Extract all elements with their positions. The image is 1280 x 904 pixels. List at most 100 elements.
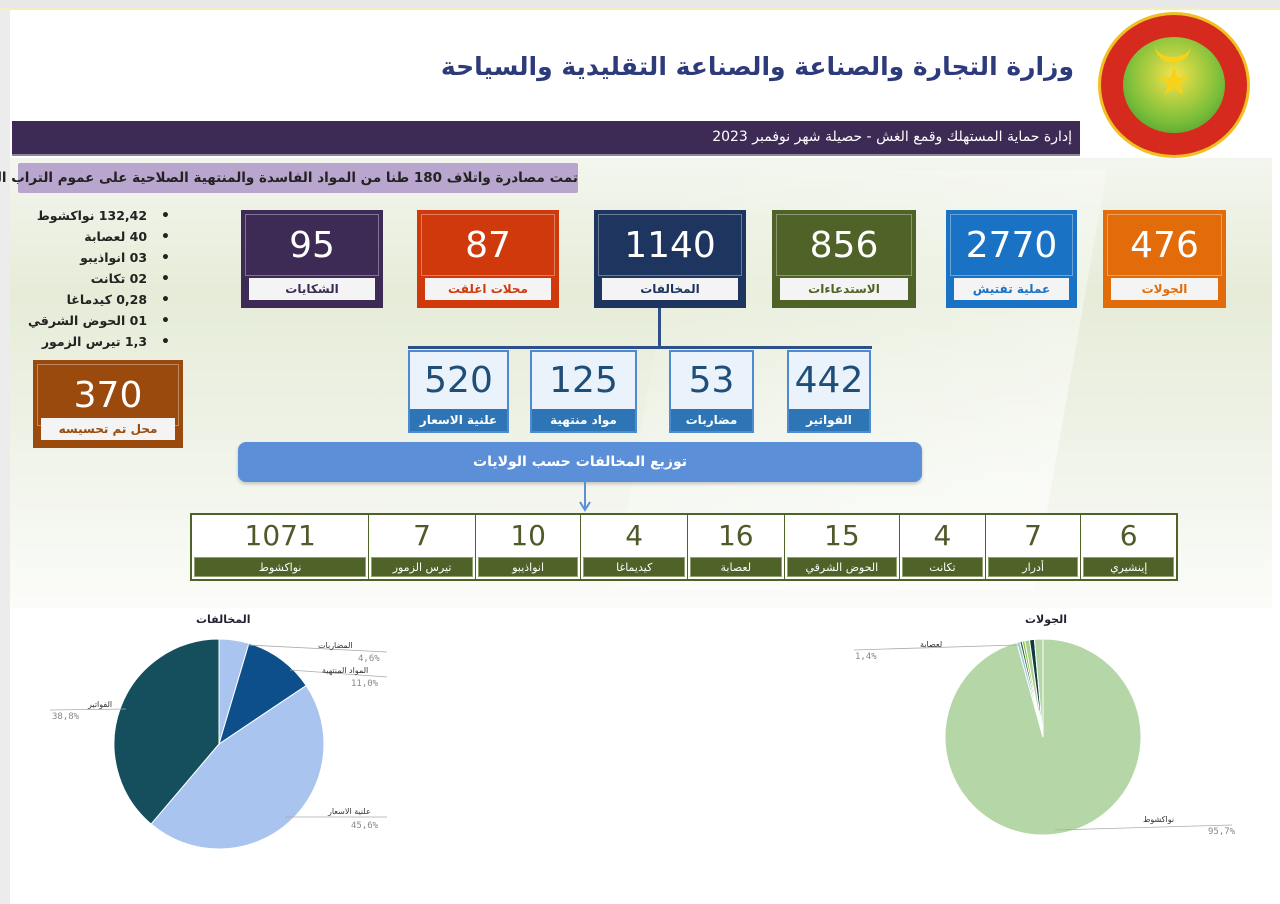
crescent-icon (1155, 45, 1191, 63)
wilaya-value: 4 (933, 519, 952, 552)
kpi-label: عملية تفتيش (954, 278, 1069, 300)
distribution-title: توزيع المخالفات حسب الولايات (238, 442, 922, 482)
wilaya-column: 1071 نواكشوط (192, 515, 368, 579)
wilaya-value: 15 (824, 519, 860, 552)
list-item: 01 الحوض الشرقي (20, 310, 170, 331)
list-item: 02 تكانت (20, 268, 170, 289)
pie-label: علنية الاسعار (328, 807, 371, 816)
list-item: 0,28 كيدماغا (20, 289, 170, 310)
list-item: 1,3 تيرس الزمور (20, 331, 170, 352)
leader-lines (49, 644, 1233, 831)
kpi-value: 856 (776, 214, 912, 276)
kpi-label: الشكايات (249, 278, 375, 300)
kpi-value: 87 (421, 214, 555, 276)
kpi-tours: 476 الجولات (1103, 210, 1226, 308)
subtitle-band: إدارة حماية المستهلك وقمع الغش - حصيلة ش… (12, 121, 1080, 156)
pie-percent: 45,6% (351, 821, 379, 831)
seized-list: 132,42 نواكشوط 40 لعصابة 03 انواذيبو 02 … (20, 205, 170, 352)
wilaya-column: 15 الحوض الشرقي (783, 515, 900, 579)
list-item: 132,42 نواكشوط (20, 205, 170, 226)
wilaya-column: 4 تكانت (899, 515, 985, 579)
violation-value: 520 (424, 360, 493, 401)
kpi-value: 2770 (950, 214, 1073, 276)
wilaya-label: لعصابة (689, 557, 782, 577)
violation-value: 442 (794, 360, 864, 401)
violation-price-display: 520 علنية الاسعار (408, 350, 509, 433)
pie-slice (150, 684, 325, 850)
pie-slice (218, 642, 307, 746)
wilaya-value: 16 (717, 519, 754, 552)
chart-title-tours: الجولات (1025, 613, 1067, 626)
pie-label: نواكشوط (1143, 815, 1175, 824)
pie-label: لعصابة (920, 640, 943, 649)
sanitized-value: 370 (37, 364, 179, 426)
wilaya-column: 7 تيرس الزمور (368, 515, 475, 579)
kpi-value: 1140 (598, 214, 742, 276)
violation-label: مواد منتهية (532, 409, 635, 431)
wilaya-column: 16 لعصابة (686, 515, 784, 579)
wilaya-label: نواكشوط (194, 557, 367, 577)
wilaya-column: 7 أدرار (984, 515, 1081, 579)
connector-line (408, 346, 872, 349)
kpi-violations: 1140 المخالفات (594, 210, 746, 308)
kpi-label: محلات اغلقت (425, 278, 551, 300)
star-icon: ★ (1156, 59, 1192, 105)
violation-value: 53 (688, 360, 735, 401)
pie-percent: 4,6% (358, 654, 380, 664)
wilaya-label: إينشيري (1083, 557, 1174, 577)
kpi-closed-shops: 87 محلات اغلقت (417, 210, 559, 308)
wilaya-label: انواذيبو (477, 557, 579, 577)
pie-label: المضاربات (318, 641, 353, 650)
violation-label: مضاربات (671, 409, 752, 431)
pie-label: المواد المنتهية (322, 666, 369, 675)
subtitle: إدارة حماية المستهلك وقمع الغش - حصيلة ش… (712, 129, 1072, 145)
wilaya-label: كيديماغا (583, 557, 685, 577)
national-seal-logo: ★ (1098, 12, 1250, 158)
wilaya-value: 4 (625, 519, 644, 552)
kpi-label: الجولات (1111, 278, 1218, 300)
sanitized-box: 370 محل تم تحسيسه (33, 360, 183, 448)
pie-label: الفواتير (88, 700, 113, 709)
violation-label: الفواتير (789, 409, 869, 431)
sanitized-label: محل تم تحسيسه (41, 418, 175, 440)
wilaya-value: 10 (510, 519, 546, 552)
list-item: 03 انواذيبو (20, 247, 170, 268)
kpi-complaints: 95 الشكايات (241, 210, 383, 308)
pie-percent: 1,4% (855, 652, 877, 662)
connector-line (658, 308, 661, 348)
pie-slice (1033, 638, 1044, 738)
wilaya-table: 1071 نواكشوط 7 تيرس الزمور 10 انواذيبو 4 كيديما… (190, 513, 1178, 581)
kpi-label: المخالفات (602, 278, 738, 300)
violation-value: 125 (549, 360, 618, 401)
kpi-summons: 856 الاستدعاءات (772, 210, 916, 308)
wilaya-label: تيرس الزمور (371, 557, 473, 577)
pie-percent: 11,0% (351, 679, 379, 689)
violation-speculation: 53 مضاربات (669, 350, 754, 433)
wilaya-value: 1071 (244, 519, 316, 552)
violation-expired-goods: 125 مواد منتهية (530, 350, 637, 433)
wilaya-column: 6 إينشيري (1080, 515, 1176, 579)
left-border (0, 10, 10, 904)
pie-slice (113, 638, 220, 825)
kpi-inspections: 2770 عملية تفتيش (946, 210, 1077, 308)
violation-label: علنية الاسعار (410, 409, 507, 431)
list-item: 40 لعصابة (20, 226, 170, 247)
wilaya-column: 4 كيديماغا (580, 515, 687, 579)
wilaya-value: 7 (413, 519, 431, 552)
wilaya-column: 10 انواذيبو (474, 515, 581, 579)
wilaya-label: أدرار (987, 557, 1079, 577)
seizure-banner: تمت مصادرة واتلاف 180 طنا من المواد الفا… (0, 163, 578, 193)
violation-invoices: 442 الفواتير (787, 350, 871, 433)
pie-percent: 38,8% (52, 712, 80, 722)
wilaya-label: تكانت (902, 557, 983, 577)
kpi-label: الاستدعاءات (780, 278, 908, 300)
wilaya-label: الحوض الشرقي (786, 557, 898, 577)
ministry-title: وزارة التجارة والصناعة والصناعة التقليدي… (440, 52, 1074, 81)
wilaya-value: 6 (1119, 519, 1138, 552)
tours-pie-chart (944, 638, 1142, 836)
kpi-value: 476 (1107, 214, 1222, 276)
violations-pie-chart (113, 638, 325, 850)
arrow-down-icon (579, 482, 591, 512)
kpi-value: 95 (245, 214, 379, 276)
top-border (0, 0, 1280, 10)
